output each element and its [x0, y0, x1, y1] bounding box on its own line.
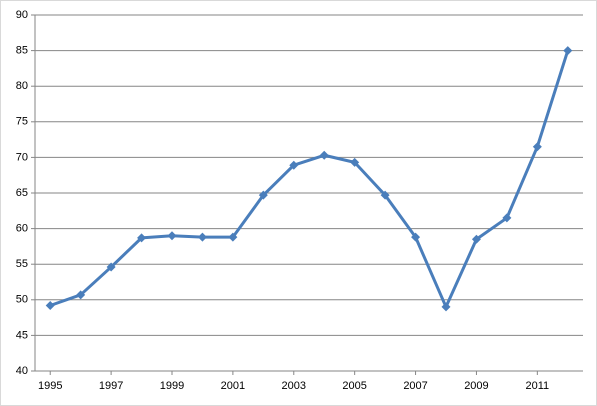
marker — [350, 157, 360, 167]
x-tick-label: 1995 — [38, 380, 62, 392]
y-tick-label: 60 — [16, 223, 28, 235]
y-tick-label: 65 — [16, 187, 28, 199]
x-tick-label: 2009 — [464, 380, 488, 392]
marker — [502, 213, 512, 223]
marker — [45, 300, 55, 310]
x-tick-label: 2007 — [403, 380, 427, 392]
x-tick-label: 2003 — [282, 380, 306, 392]
y-tick-label: 70 — [16, 151, 28, 163]
marker — [137, 233, 147, 243]
x-tick-label: 1997 — [99, 380, 123, 392]
marker — [197, 232, 207, 242]
marker — [471, 234, 481, 244]
y-tick-label: 55 — [16, 258, 28, 270]
marker — [319, 150, 329, 160]
marker — [532, 142, 542, 152]
marker — [106, 262, 116, 272]
marker — [167, 231, 177, 241]
y-tick-label: 45 — [16, 329, 28, 341]
line — [49, 50, 570, 309]
y-tick-label: 85 — [16, 45, 28, 57]
y-tick-label: 90 — [16, 9, 28, 21]
y-tick-label: 80 — [16, 80, 28, 92]
marker — [258, 190, 268, 200]
x-tick-label: 2011 — [526, 380, 550, 392]
marker — [289, 160, 299, 170]
y-tick-label: 40 — [16, 365, 28, 377]
marker — [563, 46, 573, 56]
x-tick-label: 2005 — [342, 380, 366, 392]
y-tick-label: 50 — [16, 294, 28, 306]
y-tick-label: 75 — [16, 116, 28, 128]
marker — [228, 232, 238, 242]
marker — [76, 290, 86, 300]
marker — [441, 302, 451, 312]
x-tick-label: 2001 — [221, 380, 245, 392]
marker — [380, 190, 390, 200]
x-tick-label: 1999 — [160, 380, 184, 392]
marker — [411, 232, 421, 242]
